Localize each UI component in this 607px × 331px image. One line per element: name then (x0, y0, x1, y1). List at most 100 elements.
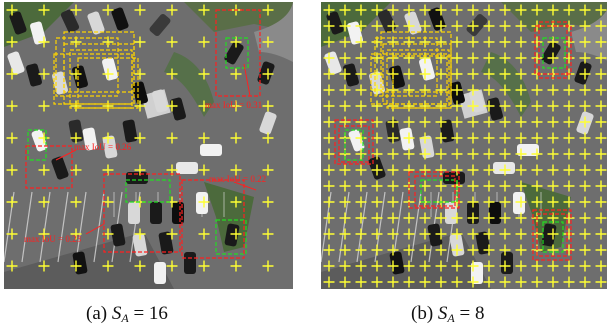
anchor-point (499, 212, 511, 224)
best-anchor-box (414, 175, 456, 207)
car (132, 233, 148, 257)
anchor-point (166, 36, 178, 48)
anchor-point (339, 52, 351, 64)
anchor-point (595, 228, 607, 240)
car (471, 262, 483, 284)
anchor-point (198, 68, 210, 80)
anchor-point (595, 276, 607, 288)
anchor-point (38, 36, 50, 48)
anchor-point (531, 276, 543, 288)
anchor-point (371, 20, 383, 32)
anchor-point (339, 20, 351, 32)
car (489, 202, 501, 224)
anchor-point (38, 100, 50, 112)
anchor-box (63, 31, 135, 93)
anchor-point (387, 132, 399, 144)
car (427, 223, 443, 247)
car (126, 172, 148, 184)
anchor-point (355, 68, 367, 80)
anchor-point (515, 20, 527, 32)
anchor-box (386, 49, 450, 109)
anchor-point (595, 52, 607, 64)
car (102, 57, 118, 81)
anchor-point (547, 164, 559, 176)
anchor-point (499, 260, 511, 272)
anchor-point (547, 180, 559, 192)
anchor-point (230, 100, 242, 112)
parking-line (21, 191, 33, 263)
anchor-point (70, 68, 82, 80)
anchor-point (387, 212, 399, 224)
anchor-point (198, 196, 210, 208)
anchor-point (435, 228, 447, 240)
anchor-point (531, 4, 543, 16)
anchor-point (166, 260, 178, 272)
anchor-point (579, 164, 591, 176)
anchor-point (339, 84, 351, 96)
anchor-point (166, 100, 178, 112)
best-anchor-box (538, 21, 568, 79)
anchor-point (547, 100, 559, 112)
anchor-point (102, 132, 114, 144)
anchor-point (6, 228, 18, 240)
anchor-point (134, 4, 146, 16)
anchor-point (547, 52, 559, 64)
anchor-point (435, 180, 447, 192)
anchor-point (499, 4, 511, 16)
anchor-point (547, 84, 559, 96)
anchor-point (6, 260, 18, 272)
anchor-point (515, 276, 527, 288)
anchor-point (595, 260, 607, 272)
anchor-point (483, 148, 495, 160)
anchor-point (451, 228, 463, 240)
anchor-point (371, 260, 383, 272)
anchor-point (419, 20, 431, 32)
anchor-point (262, 132, 274, 144)
anchor-point (579, 212, 591, 224)
anchor-point (355, 4, 367, 16)
car (541, 41, 561, 65)
anchor-boxes-layer (334, 21, 572, 261)
caption-b-symbol: S (437, 303, 448, 324)
anchor-point (547, 132, 559, 144)
anchor-point (483, 276, 495, 288)
anchor-point (595, 116, 607, 128)
ground-truth-box (225, 37, 249, 69)
anchor-box (55, 37, 119, 97)
anchor-point (515, 84, 527, 96)
anchor-point (451, 276, 463, 288)
anchor-point (483, 52, 495, 64)
anchor-point (595, 196, 607, 208)
car (343, 63, 359, 87)
anchor-point (451, 132, 463, 144)
anchor-point (323, 52, 335, 64)
caption-a-operator: = (133, 303, 145, 324)
anchor-point (198, 260, 210, 272)
best-anchor-box (534, 25, 572, 75)
anchor-point (499, 180, 511, 192)
anchor-point (499, 276, 511, 288)
anchor-point (323, 20, 335, 32)
anchor-point (467, 276, 479, 288)
anchor-point (230, 260, 242, 272)
anchor-point (371, 212, 383, 224)
anchor-point (515, 180, 527, 192)
anchor-point (355, 36, 367, 48)
anchor-point (579, 68, 591, 80)
anchor-point (323, 228, 335, 240)
anchor-point (355, 100, 367, 112)
anchor-point (547, 196, 559, 208)
car (111, 7, 129, 31)
anchor-point (198, 4, 210, 16)
anchor-point (483, 68, 495, 80)
anchor-point (339, 100, 351, 112)
iou-annotation-1: max IoU = 0.31 (205, 63, 262, 110)
anchor-point (134, 36, 146, 48)
car (347, 21, 363, 45)
anchor-point (371, 228, 383, 240)
best-anchor-box (103, 173, 181, 253)
anchor-point (467, 148, 479, 160)
caption-b-operator: = (459, 303, 471, 324)
anchor-point (515, 4, 527, 16)
anchor-point (579, 4, 591, 16)
